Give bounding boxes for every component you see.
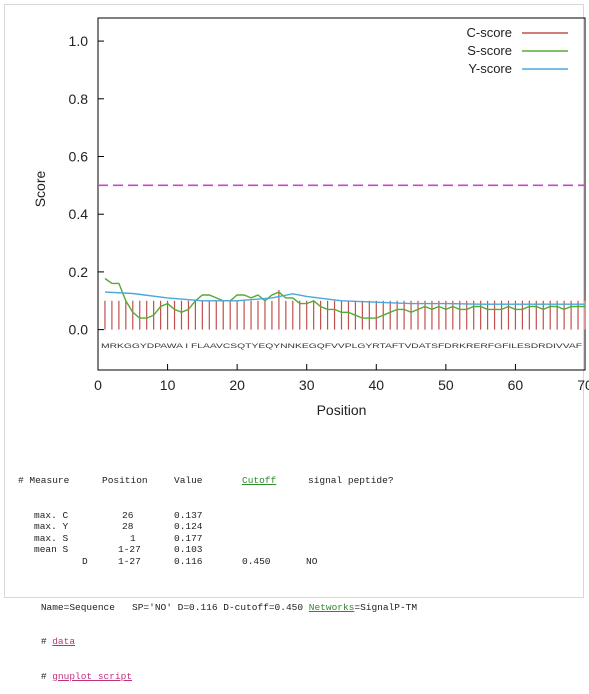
output-cell-value: 0.103 [174,544,203,555]
y-tick-label: 0.4 [69,206,89,222]
x-tick-label: 0 [94,377,102,393]
y-tick-label: 0.2 [69,264,89,280]
cutoff-link[interactable]: Cutoff [242,475,277,486]
output-cell-position: 28 [122,521,134,532]
output-cell-measure: max. C [34,509,69,521]
output-rows: max. C 26 0.137 max. Y 28 0.124 max. S 1 0.177 me… [18,510,578,568]
y-axis-label: Score [32,171,48,208]
gnuplot-link-hash: # [40,670,47,682]
chart-marks [98,184,586,330]
output-cell-position: 1-27 [118,555,141,567]
header-value: Value [174,475,203,486]
y-tick-label: 0.8 [69,91,89,107]
header-position: Position [102,475,148,486]
y-score-line [104,291,585,305]
chart-legend: C-score S-score Y-score [466,25,568,76]
output-row: max. S 1 0.177 [18,533,578,545]
x-axis-label: Position [317,402,367,418]
signalp-chart: 0.0 0.2 0.4 0.6 0.8 1.0 0 10 20 30 40 50 60 70 Positio… [32,17,589,418]
networks-link[interactable]: Networks [308,601,355,613]
output-cell-measure: D [82,555,88,567]
summary-prefix: Name=Sequence SP='NO' D=0.116 D-cutoff=0… [40,601,309,613]
output-cell-position: 1 [130,532,136,544]
output-cell-position: 1-27 [118,544,141,555]
output-cell-answer: NO [306,555,318,567]
x-tick-label: 40 [368,377,384,393]
summary-suffix: =SignalP-TM [354,601,418,613]
header-measure: # Measure [18,475,70,486]
data-link[interactable]: data [52,636,76,647]
output-row: D 1-27 0.116 0.450 NO [18,556,578,568]
x-tick-label: 10 [160,377,176,393]
data-link-hash: # [40,636,47,647]
gnuplot-link-row: # gnuplot script [18,659,578,682]
y-tick-label: 1.0 [69,33,89,49]
output-cell-value: 0.177 [174,532,203,544]
x-tick-label: 60 [508,377,524,393]
result-panel [4,4,584,598]
x-tick-label: 20 [229,377,245,393]
chart-axes: 0.0 0.2 0.4 0.6 0.8 1.0 0 10 20 30 40 50 60 70 Positio… [32,17,589,418]
y-tick-label: 0.6 [69,148,89,164]
header-signal-peptide: signal peptide? [308,475,394,486]
legend-label: Y-score [468,61,512,76]
data-link-row: # data [18,625,578,647]
x-tick-label: 70 [577,377,589,393]
output-cell-value: 0.124 [174,521,203,532]
output-summary: Name=Sequence SP='NO' D=0.116 D-cutoff=0… [18,590,578,613]
output-cell-position: 26 [122,509,134,521]
y-tick-label: 0.0 [69,322,89,338]
output-row: max. C 26 0.137 [18,510,578,522]
output-cell-value: 0.116 [174,555,203,567]
output-cell-value: 0.137 [174,509,203,521]
sequence-label: MRKGGYDPAWA I FLAAVCSQTYEQYNNKEGQFVVPLGY… [101,343,582,350]
output-cell-measure: max. S [34,532,69,544]
output-header-row: # Measure Position Value Cutoff signal p… [18,475,578,487]
gnuplot-script-link[interactable]: gnuplot script [52,670,133,682]
x-tick-label: 50 [438,377,454,393]
output-cell-measure: mean S [34,544,69,555]
output-cell-cutoff: 0.450 [242,555,271,567]
x-tick-label: 30 [299,377,315,393]
signalp-text-output: # Measure Position Value Cutoff signal p… [18,452,578,682]
legend-label: S-score [467,43,512,58]
plot-frame [97,17,586,371]
output-row: max. Y 28 0.124 [18,521,578,533]
output-cell-measure: max. Y [34,521,69,532]
output-row: mean S 1-27 0.103 [18,544,578,556]
s-score-line [104,277,585,319]
legend-label: C-score [466,25,512,40]
